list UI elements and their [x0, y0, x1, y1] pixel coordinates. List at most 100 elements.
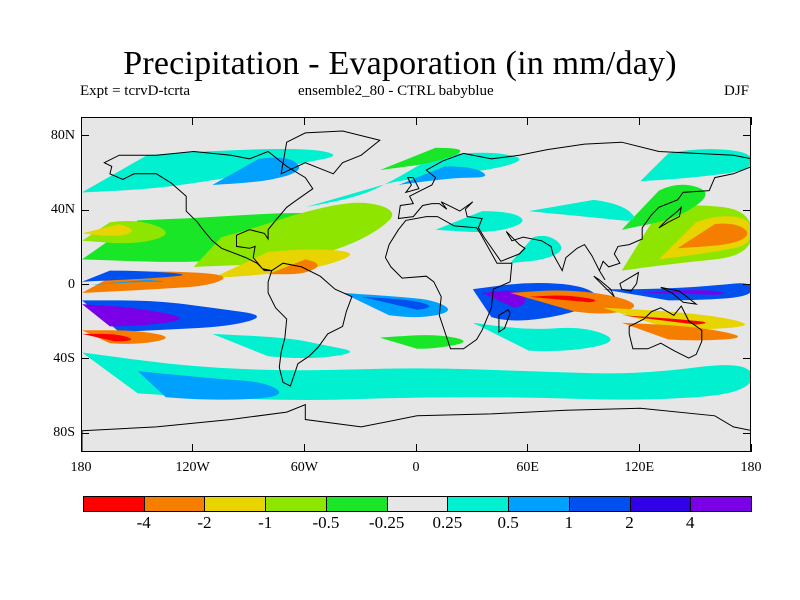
- y-tick-mark-right: [743, 284, 751, 285]
- colorbar-swatch: [143, 496, 206, 512]
- coastlines: [82, 130, 750, 451]
- south-indian-cyan: [472, 322, 611, 352]
- x-tick-mark: [527, 444, 529, 452]
- y-tick-mark-right: [743, 135, 751, 137]
- pme-contour-fields: [82, 147, 750, 400]
- x-tick-mark-top: [303, 117, 305, 125]
- y-tick-mark: [81, 284, 89, 285]
- x-tick-label: 180: [740, 460, 762, 475]
- east-asia-green: [621, 184, 706, 230]
- y-tick-mark: [81, 209, 89, 211]
- x-tick-label: 60W: [290, 460, 318, 475]
- madagascar-coast: [498, 308, 511, 333]
- colorbar-swatch: [204, 496, 267, 512]
- southern-ocean-wet-patch: [137, 371, 280, 400]
- colorbar-label: -1: [258, 513, 273, 532]
- x-tick-mark: [80, 444, 82, 452]
- north-america-coast: [103, 150, 314, 272]
- y-tick-label: 0: [68, 276, 75, 292]
- y-tick-mark: [81, 432, 89, 434]
- colorbar-label: 1: [564, 513, 574, 532]
- greenland-coast: [280, 130, 381, 175]
- arabian-cyan: [510, 235, 562, 264]
- mediterranean-cyan: [435, 211, 523, 232]
- antarctica-coast: [82, 403, 750, 451]
- africa-coast: [384, 216, 513, 350]
- colorbar-label: 0.25: [432, 513, 463, 532]
- atlantic-lime: [193, 202, 393, 267]
- y-tick-label: 40N: [50, 202, 75, 218]
- ensemble-label: ensemble2_80 - CTRL babyblue: [298, 83, 494, 99]
- map-plot-area: [81, 117, 751, 452]
- colorbar-label: -0.5: [312, 513, 340, 532]
- x-tick-label: 60E: [516, 460, 539, 475]
- colorbar-swatch: [386, 496, 449, 512]
- arctic-green: [379, 147, 461, 171]
- equatorial-pacific-blue: [82, 279, 164, 286]
- x-tick-label: 180: [70, 460, 92, 475]
- north-australia-red: [621, 315, 706, 325]
- central-asia-cyan: [528, 199, 635, 221]
- south-atlantic-cyan: [212, 333, 351, 359]
- x-tick-mark-top: [415, 117, 417, 125]
- sumatra-coast: [593, 275, 615, 298]
- south-atlantic-green: [379, 335, 464, 349]
- x-tick-label: 120E: [624, 460, 655, 475]
- britain-coast: [404, 177, 420, 194]
- colorbar-swatch: [447, 496, 510, 512]
- colorbar-label: -4: [136, 513, 151, 532]
- colorbar-label: 4: [686, 513, 695, 532]
- y-tick-mark-right: [743, 358, 751, 360]
- borneo-coast: [619, 271, 640, 292]
- experiment-label: Expt = tcrvD-tcrta: [80, 83, 191, 99]
- central-pacific-yellow: [82, 224, 132, 236]
- x-tick-mark: [303, 444, 305, 452]
- colorbar-swatch: [508, 496, 570, 512]
- y-tick-mark-right: [743, 432, 751, 434]
- x-tick-label: 0: [412, 460, 420, 475]
- x-tick-mark: [415, 444, 417, 452]
- x-tick-mark: [638, 444, 640, 452]
- atlantic-orange: [268, 259, 318, 275]
- north-pacific-wet-band: [82, 270, 183, 282]
- new-guinea-coast: [660, 286, 698, 305]
- x-tick-mark-top: [638, 117, 640, 125]
- y-tick-label: 80N: [50, 127, 75, 143]
- indian-ocean-red: [528, 295, 596, 303]
- y-tick-mark: [81, 358, 89, 360]
- colorbar-swatch: [629, 496, 692, 512]
- canada-blue: [212, 157, 300, 185]
- x-tick-mark: [750, 444, 752, 452]
- y-tick-mark: [81, 135, 89, 137]
- colorbar-label: -2: [197, 513, 212, 532]
- north-europe-blue: [398, 166, 486, 185]
- season-label: DJF: [724, 83, 750, 99]
- japan-coast: [658, 205, 683, 229]
- colorbar-swatch: [83, 496, 145, 512]
- colorbar-swatch: [325, 496, 388, 512]
- x-tick-mark: [192, 444, 194, 452]
- x-tick-label: 120W: [175, 460, 210, 475]
- eurasia-coast: [397, 141, 750, 281]
- north-atlantic-cyan: [305, 152, 520, 208]
- south-america-coast: [267, 262, 353, 387]
- x-tick-mark-top: [527, 117, 529, 125]
- y-tick-label: 40S: [53, 350, 75, 366]
- colorbar-label: -0.25: [368, 513, 405, 532]
- colorbar-label: 2: [625, 513, 634, 532]
- y-tick-label: 80S: [53, 425, 75, 441]
- west-pacific-violet: [640, 290, 725, 295]
- australia-coast: [628, 305, 703, 359]
- x-tick-mark-top: [750, 117, 752, 125]
- south-pacific-red: [82, 333, 132, 342]
- south-pacific-violet: [82, 304, 180, 327]
- colorbar-swatch: [568, 496, 631, 512]
- australia-yellow: [603, 307, 746, 330]
- colorbar-swatch: [265, 496, 327, 512]
- siberia-cyan: [640, 149, 750, 182]
- northwest-pacific-orange: [677, 223, 748, 249]
- x-tick-mark-top: [192, 117, 194, 125]
- colorbar-swatch: [690, 496, 752, 512]
- x-tick-mark-top: [80, 117, 82, 125]
- chart-title: Precipitation - Evaporation (in mm/day): [123, 45, 677, 82]
